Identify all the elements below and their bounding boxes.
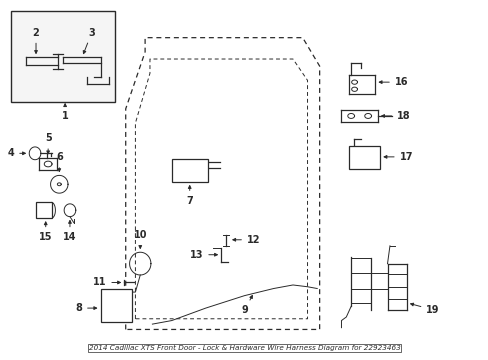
Text: 10: 10 xyxy=(133,230,147,248)
Text: 4: 4 xyxy=(7,148,25,158)
Text: 9: 9 xyxy=(241,296,252,315)
Text: 2014 Cadillac XTS Front Door - Lock & Hardware Wire Harness Diagram for 22923463: 2014 Cadillac XTS Front Door - Lock & Ha… xyxy=(88,345,400,351)
Text: 6: 6 xyxy=(56,152,62,171)
Text: 17: 17 xyxy=(384,152,412,162)
Text: 16: 16 xyxy=(379,77,407,87)
Text: 2: 2 xyxy=(33,28,40,53)
Text: 12: 12 xyxy=(232,235,260,245)
Text: 19: 19 xyxy=(410,303,439,315)
Text: 11: 11 xyxy=(93,278,120,288)
Bar xyxy=(36,202,51,218)
Bar xyxy=(101,288,132,322)
Text: 8: 8 xyxy=(75,303,97,313)
Text: 14: 14 xyxy=(63,221,77,242)
Bar xyxy=(348,146,380,169)
Text: 7: 7 xyxy=(186,186,193,206)
Text: 3: 3 xyxy=(83,28,95,54)
Text: 18: 18 xyxy=(381,111,410,121)
Bar xyxy=(171,159,208,182)
Text: 1: 1 xyxy=(61,104,68,121)
Bar xyxy=(11,11,115,102)
Text: 5: 5 xyxy=(45,133,51,154)
Text: 13: 13 xyxy=(189,250,217,260)
Text: 15: 15 xyxy=(39,222,52,242)
